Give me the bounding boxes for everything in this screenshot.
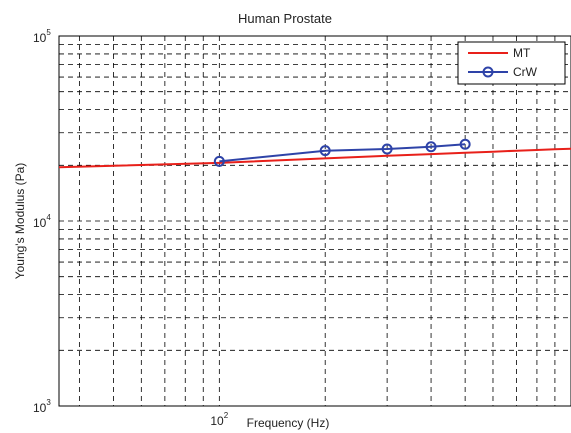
data-point-crw (459, 138, 471, 150)
series-line-crw (219, 143, 466, 163)
data-point-crw (319, 145, 331, 157)
data-point-crw (425, 141, 437, 153)
legend: MT CrW (457, 41, 566, 85)
series-line-mt (58, 147, 571, 169)
y-tick-base: 10 (33, 31, 47, 45)
series-layer (58, 138, 571, 169)
x-tick-label: 102 (210, 411, 228, 428)
legend-box (457, 41, 566, 85)
y-tick-label: 104 (33, 213, 51, 230)
x-tick-exponent: 2 (224, 411, 229, 420)
y-tick-exponent: 4 (46, 213, 51, 222)
data-point-crw (213, 155, 225, 167)
chart-title: Human Prostate (238, 11, 332, 26)
y-tick-base: 10 (33, 401, 47, 415)
y-tick-base: 10 (33, 216, 47, 230)
legend-label-mt: MT (513, 46, 531, 60)
plot-area (58, 35, 571, 407)
y-tick-label: 103 (33, 398, 51, 415)
x-axis-label: Frequency (Hz) (247, 416, 330, 430)
y-tick-exponent: 3 (46, 398, 51, 407)
legend-label-crw: CrW (513, 65, 538, 79)
y-tick-label: 105 (33, 28, 51, 45)
data-point-crw (381, 143, 393, 155)
y-tick-exponent: 5 (46, 28, 51, 37)
legend-marker-crw (482, 66, 494, 78)
grid (59, 36, 571, 406)
x-tick-base: 10 (210, 414, 224, 428)
y-axis-label: Young's Modulus (Pa) (13, 163, 27, 280)
